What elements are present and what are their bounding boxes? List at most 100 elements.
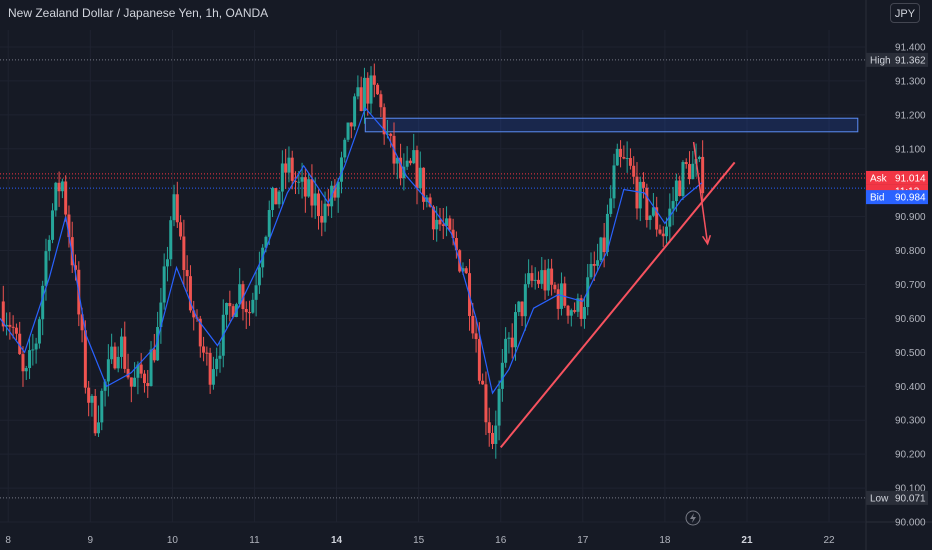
candle-body [651, 207, 655, 216]
x-tick-label: 14 [331, 535, 343, 546]
candle-body [110, 346, 114, 360]
candle-body [628, 158, 632, 166]
arrow-shaft [692, 141, 709, 244]
candle-body [257, 267, 261, 286]
candle-body [573, 310, 577, 312]
candle-body [451, 229, 455, 239]
candle-body [632, 165, 636, 177]
candle-body [129, 377, 133, 387]
y-tick-label: 91.300 [895, 76, 926, 87]
currency-button[interactable]: JPY [890, 3, 920, 23]
candle-body [231, 306, 235, 318]
candle-body [5, 324, 9, 327]
candle-body [300, 177, 304, 182]
low-tag: Low 90.071 [866, 490, 928, 505]
candle-body [448, 218, 452, 230]
candle-body [569, 310, 573, 316]
candle-body [678, 180, 682, 196]
candle-body [47, 239, 51, 252]
x-tick-label: 17 [577, 535, 589, 546]
candle-body [156, 327, 160, 361]
bid-tag-bg [866, 190, 928, 205]
low-tag-label-bg [866, 490, 892, 505]
candle-body [527, 273, 531, 285]
candle-body [445, 218, 449, 226]
candle-body [133, 377, 137, 387]
candle-body [188, 276, 192, 311]
candle-body [625, 158, 629, 160]
candle-body [31, 349, 35, 351]
candle-body [533, 279, 537, 281]
candle-body [481, 380, 485, 385]
candle-body [287, 157, 291, 173]
candle-body [599, 237, 603, 261]
candle-body [379, 94, 383, 108]
candle-body [116, 356, 120, 369]
x-tick-label: 11 [249, 535, 260, 546]
high-tag-value-bg [892, 52, 928, 67]
candle-body [622, 156, 626, 159]
candle-body [123, 336, 127, 369]
candle-body [376, 84, 380, 95]
candle-body [97, 422, 101, 434]
candle-body [513, 312, 517, 348]
candle-body [93, 395, 97, 434]
candle-body [612, 165, 616, 199]
candle-body [668, 208, 672, 227]
candle-body [454, 238, 458, 251]
candle-body [326, 203, 330, 207]
y-tick-label: 91.400 [895, 42, 926, 53]
candle-body [113, 346, 117, 369]
candle-body [90, 395, 94, 403]
candle-body [658, 229, 662, 234]
x-tick-label: 16 [495, 535, 507, 546]
candle-body [579, 298, 583, 319]
arrow-head [701, 234, 712, 246]
candle-body [159, 302, 163, 328]
candle-body [37, 319, 41, 344]
candle-body [405, 160, 409, 167]
candle-body [674, 180, 678, 202]
candle-body [602, 237, 606, 253]
candle-body [402, 166, 406, 179]
candle-body [349, 122, 353, 127]
y-tick-label: 90.400 [895, 382, 926, 393]
candle-body [428, 197, 432, 207]
candle-body [277, 191, 281, 205]
candle-body [323, 203, 327, 223]
candle-body [477, 339, 481, 381]
x-tick-label: 21 [741, 535, 753, 546]
candle-body [192, 310, 196, 318]
candle-body [553, 284, 557, 290]
x-tick-label: 18 [659, 535, 671, 546]
low-tag-value-bg [892, 490, 928, 505]
candle-body [218, 355, 222, 359]
candle-body [422, 167, 426, 202]
price-axis: 91.400 91.300 91.200 91.100 90.900 90.800 90.7… [895, 42, 926, 528]
bid-tag-value: 90.984 [895, 193, 926, 204]
candle-body [504, 338, 508, 363]
time-axis: 8 9 10 11 14 15 16 17 18 21 22 [5, 535, 835, 546]
candle-body [172, 194, 176, 221]
candle-body [290, 157, 294, 181]
candle-body [284, 163, 288, 173]
candle-body [507, 337, 511, 339]
candle-body [139, 364, 143, 374]
candle-body [294, 180, 298, 182]
candle-body [175, 194, 179, 223]
candle-body [691, 163, 695, 180]
candle-body [589, 264, 593, 278]
candle-body [399, 157, 403, 179]
high-tag-label-bg [866, 52, 892, 67]
candle-body [8, 324, 12, 327]
low-tag-label: Low [870, 493, 889, 504]
candle-body [596, 260, 600, 266]
candle-body [415, 150, 419, 189]
candle-body [408, 160, 412, 164]
x-tick-label: 22 [823, 535, 835, 546]
candle-body [162, 266, 166, 303]
candle-body [57, 182, 61, 192]
flash-icon[interactable] [685, 510, 701, 526]
candle-body [497, 388, 501, 426]
